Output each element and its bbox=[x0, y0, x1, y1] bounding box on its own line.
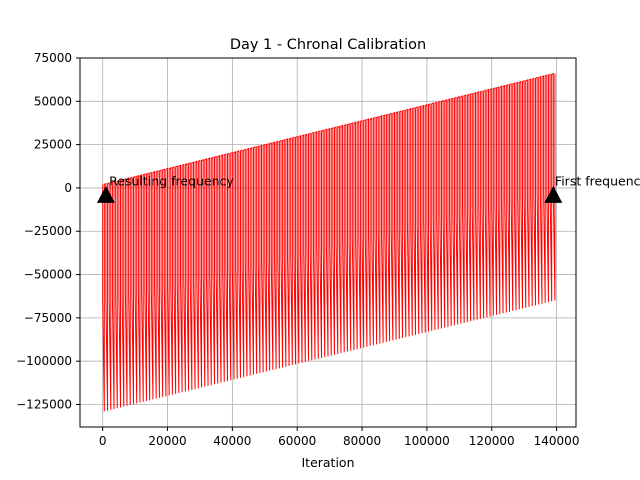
x-tick-label-4: 80000 bbox=[343, 434, 381, 448]
y-tick-label-2: 25000 bbox=[34, 138, 72, 152]
y-tick-label-1: 50000 bbox=[34, 94, 72, 108]
x-axis-label: Iteration bbox=[301, 455, 354, 470]
axes-layer: 0 20000 40000 60000 80000 100000 120000 140000 7… bbox=[16, 51, 579, 448]
x-tick-label-3: 60000 bbox=[278, 434, 316, 448]
annotation-label-1: First frequency bbox=[555, 173, 640, 188]
annotation-marker-1 bbox=[544, 185, 563, 203]
y-tick-label-4: −25000 bbox=[24, 224, 72, 238]
y-tick-label-7: −100000 bbox=[16, 354, 72, 368]
series-layer bbox=[102, 72, 556, 412]
x-tick-label-6: 120000 bbox=[469, 434, 515, 448]
y-tick-label-3: 0 bbox=[64, 181, 72, 195]
y-tick-label-5: −50000 bbox=[24, 268, 72, 282]
x-tick-label-0: 0 bbox=[99, 434, 107, 448]
x-tick-label-1: 20000 bbox=[148, 434, 186, 448]
x-tick-label-5: 100000 bbox=[404, 434, 450, 448]
x-tick-label-2: 40000 bbox=[213, 434, 251, 448]
annotation-marker-0 bbox=[96, 185, 115, 203]
x-tick-label-7: 140000 bbox=[534, 434, 580, 448]
series-line bbox=[102, 72, 556, 412]
plot-frame bbox=[79, 57, 577, 428]
y-tick-label-6: −75000 bbox=[24, 311, 72, 325]
y-tick-label-0: 75000 bbox=[34, 51, 72, 65]
annotation-label-0: Resulting frequency bbox=[109, 173, 234, 188]
chart-title: Day 1 - Chronal Calibration bbox=[230, 37, 426, 53]
y-tick-label-8: −125000 bbox=[16, 397, 72, 411]
